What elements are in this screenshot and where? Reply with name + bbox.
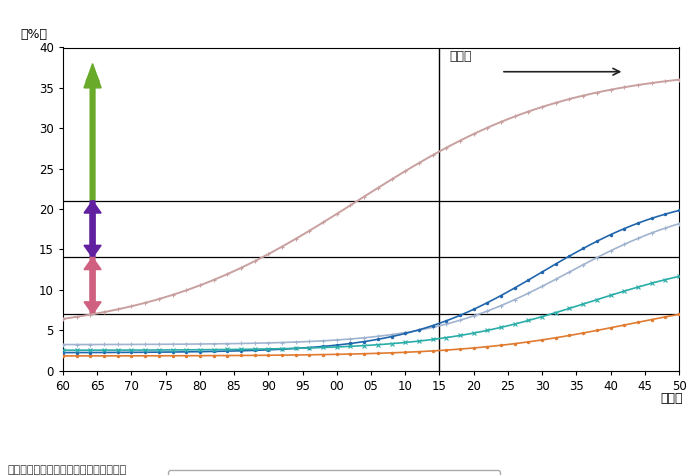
日本 [134,302,143,307]
フィリピン [134,353,143,359]
日本 [216,274,225,280]
タイ [202,349,211,354]
ベトナム [654,228,663,233]
ベトナム [579,262,587,267]
ベトナム [216,341,225,347]
フィリピン [202,353,211,359]
Line: フィリピン: フィリピン [62,313,680,358]
インドネシア [134,347,143,353]
インドネシア [202,347,211,352]
ベトナム [661,225,669,231]
タイ [661,211,669,217]
タイ [654,213,663,219]
フィリピン [579,330,587,336]
Line: 日本: 日本 [61,77,681,321]
インドネシア [675,274,683,279]
Line: タイ: タイ [62,209,680,354]
FancyArrow shape [84,257,101,314]
ベトナム [134,342,143,347]
Line: インドネシア: インドネシア [61,274,681,352]
ベトナム [202,341,211,347]
インドネシア [579,301,587,307]
タイ [216,349,225,354]
日本 [654,79,663,85]
Text: （%）: （%） [20,28,47,41]
日本 [661,78,669,84]
フィリピン [59,353,67,359]
インドネシア [216,347,225,352]
フィリピン [661,314,669,320]
日本 [579,93,587,98]
インドネシア [654,278,663,284]
日本 [59,316,67,322]
タイ [579,246,587,251]
Legend: タイ, インドネシア, フィリピン, ベトナム, 日本: タイ, インドネシア, フィリピン, ベトナム, 日本 [168,470,500,475]
日本 [675,77,683,83]
フィリピン [654,315,663,321]
Text: （年）: （年） [660,392,682,405]
インドネシア [59,347,67,353]
ベトナム [59,342,67,347]
フィリピン [216,353,225,359]
Line: ベトナム: ベトナム [61,222,681,347]
日本 [202,280,211,285]
ベトナム [675,221,683,227]
Text: 図表1:ASEAN主要国と日本の高齢化率の推移: 図表1:ASEAN主要国と日本の高齢化率の推移 [234,13,466,28]
Text: （出所）世界銀行統計より大和総研作成: （出所）世界銀行統計より大和総研作成 [7,465,126,475]
FancyArrow shape [84,201,101,257]
インドネシア [661,277,669,283]
フィリピン [675,312,683,317]
FancyArrow shape [84,64,101,201]
タイ [675,208,683,213]
FancyArrow shape [84,201,101,257]
FancyArrow shape [84,257,101,314]
タイ [134,350,143,355]
タイ [59,350,67,355]
Text: 予測値: 予測値 [449,49,473,63]
